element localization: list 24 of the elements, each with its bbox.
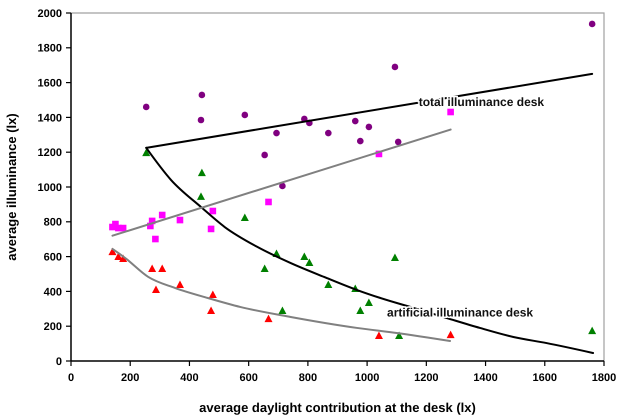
x-tick-label: 1200: [414, 372, 439, 384]
x-tick-label: 800: [298, 372, 318, 384]
x-tick-label: 600: [239, 372, 258, 384]
y-tick-label: 600: [44, 251, 62, 264]
y-tick-label: 1600: [38, 77, 62, 90]
x-axis-title: average daylight contribution at the desk (lx): [199, 400, 476, 415]
y-tick-label: 200: [44, 321, 62, 334]
x-tick-label: 1600: [532, 372, 558, 384]
x-tick-label: 0: [68, 372, 74, 384]
x-tick-label: 1800: [592, 372, 616, 384]
y-tick-label: 1200: [38, 147, 62, 160]
x-tick-label: 400: [180, 372, 199, 384]
y-tick-label: 1800: [38, 42, 62, 55]
annotation: artificial illuminance desk: [387, 305, 534, 320]
y-tick-label: 1400: [38, 112, 62, 124]
y-tick-label: 1000: [38, 182, 62, 194]
y-axis-title: average illuminance (lx): [4, 113, 19, 261]
y-tick-label: 400: [44, 286, 62, 298]
y-tick-label: 2000: [38, 8, 62, 20]
x-tick-label: 1000: [354, 372, 380, 384]
y-tick-label: 800: [44, 216, 62, 229]
x-tick-label: 1400: [473, 372, 498, 384]
y-tick-label: 0: [56, 356, 62, 368]
x-tick-label: 200: [121, 372, 140, 384]
